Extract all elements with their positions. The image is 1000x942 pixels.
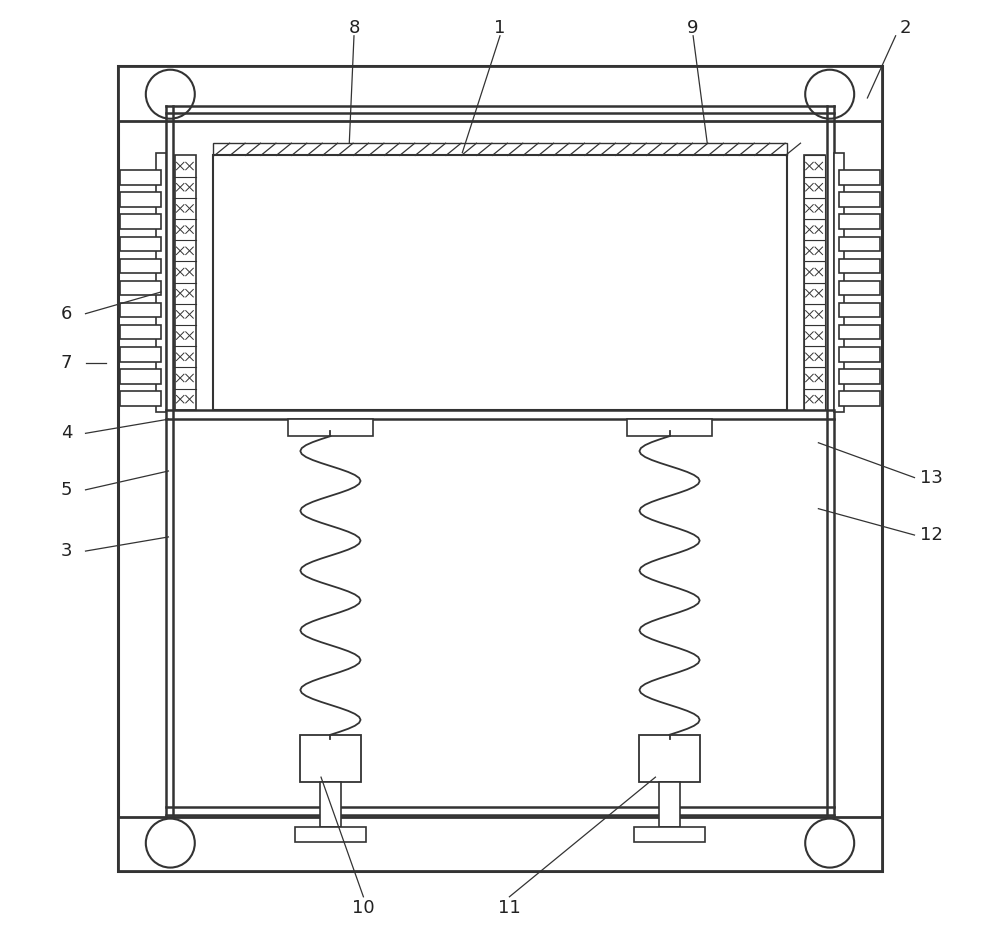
- Bar: [156, 153, 166, 412]
- Text: 2: 2: [899, 19, 911, 38]
- Bar: [804, 155, 825, 177]
- Text: 13: 13: [920, 468, 943, 487]
- Bar: [839, 348, 880, 362]
- Bar: [120, 303, 161, 317]
- Bar: [839, 236, 880, 251]
- Bar: [839, 259, 880, 273]
- Text: 6: 6: [61, 304, 72, 323]
- Bar: [804, 219, 825, 240]
- Bar: [300, 735, 361, 782]
- Bar: [659, 782, 680, 827]
- Bar: [118, 817, 882, 871]
- Text: 8: 8: [348, 19, 360, 38]
- Bar: [639, 735, 700, 782]
- Text: 12: 12: [920, 526, 943, 544]
- Bar: [213, 155, 787, 410]
- Bar: [627, 419, 712, 436]
- Text: 1: 1: [494, 19, 506, 38]
- Bar: [118, 66, 882, 871]
- Bar: [839, 171, 880, 185]
- Bar: [175, 155, 196, 410]
- Text: 5: 5: [61, 480, 72, 499]
- Bar: [804, 155, 825, 410]
- Bar: [634, 827, 705, 842]
- Bar: [120, 171, 161, 185]
- Bar: [213, 143, 787, 155]
- Bar: [804, 262, 825, 283]
- Text: 3: 3: [61, 542, 72, 560]
- Bar: [804, 283, 825, 303]
- Bar: [804, 240, 825, 262]
- Bar: [120, 236, 161, 251]
- Bar: [804, 389, 825, 410]
- Bar: [839, 215, 880, 229]
- Bar: [320, 782, 341, 827]
- Text: 9: 9: [687, 19, 699, 38]
- Bar: [288, 419, 373, 436]
- Bar: [295, 827, 366, 842]
- Bar: [120, 215, 161, 229]
- Bar: [839, 303, 880, 317]
- Bar: [120, 281, 161, 295]
- Bar: [804, 198, 825, 219]
- Bar: [804, 367, 825, 389]
- Bar: [834, 153, 844, 412]
- Bar: [118, 66, 882, 121]
- Bar: [120, 192, 161, 206]
- Text: 7: 7: [61, 353, 72, 372]
- Bar: [804, 177, 825, 198]
- Bar: [839, 192, 880, 206]
- Bar: [839, 281, 880, 295]
- Text: 11: 11: [498, 899, 521, 918]
- Text: 10: 10: [352, 899, 375, 918]
- Bar: [120, 325, 161, 339]
- Text: 4: 4: [61, 424, 72, 443]
- Bar: [804, 304, 825, 325]
- Bar: [839, 392, 880, 406]
- Bar: [804, 325, 825, 347]
- Bar: [804, 347, 825, 367]
- Bar: [839, 369, 880, 383]
- Bar: [120, 259, 161, 273]
- Bar: [120, 392, 161, 406]
- Bar: [839, 325, 880, 339]
- Bar: [120, 348, 161, 362]
- Bar: [120, 369, 161, 383]
